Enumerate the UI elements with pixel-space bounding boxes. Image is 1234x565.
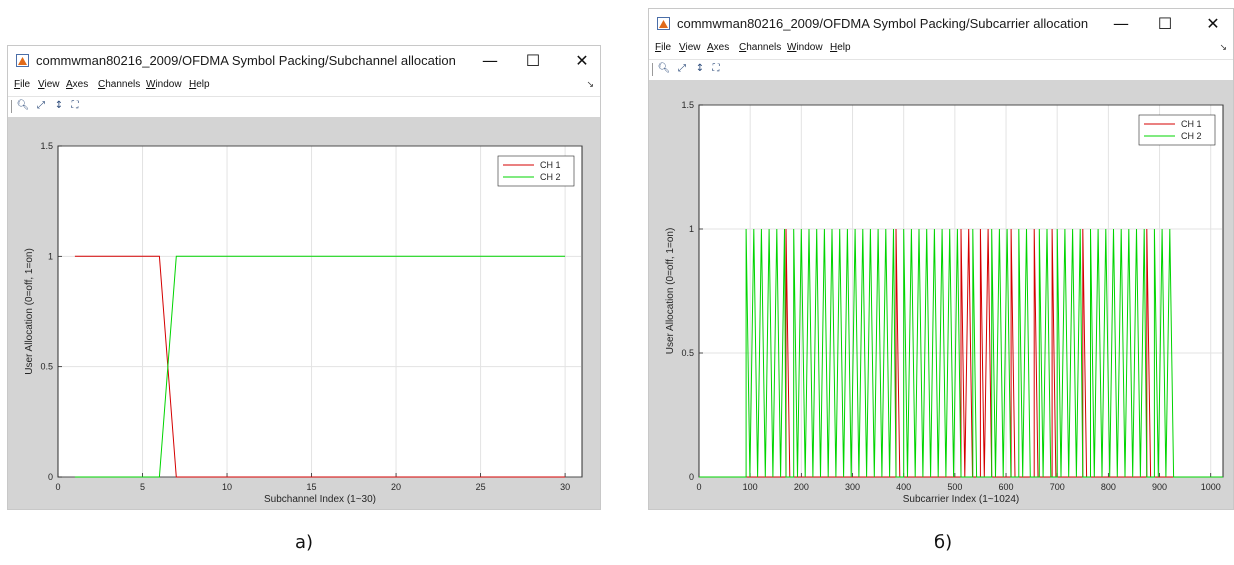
pan-icon[interactable]: ↕: [54, 100, 64, 111]
y-tick-label: 0.5: [681, 348, 694, 358]
menu-axes[interactable]: Axes: [707, 42, 730, 53]
toolbar: 🔍︎ ⤢ ↕ ⛶: [8, 96, 600, 118]
x-tick-label: 100: [743, 482, 758, 492]
x-tick-label: 0: [696, 482, 701, 492]
x-tick-label: 300: [845, 482, 860, 492]
menu-help[interactable]: Help: [830, 42, 851, 53]
menu-bar: File View Axes Channels Window Help ↘: [649, 39, 1233, 59]
y-tick-label: 1: [48, 251, 53, 261]
x-tick-label: 600: [999, 482, 1014, 492]
plot-a[interactable]: 0 5 10 15 20 25 30 0 0.5 1 1.5 Subchannel Index (1~…: [8, 117, 600, 509]
maximize-button[interactable]: ☐: [525, 51, 541, 70]
toolbar-grip: [11, 100, 12, 113]
close-button[interactable]: ✕: [1206, 14, 1220, 33]
legend-label-2: CH 2: [540, 172, 561, 182]
dock-arrow-icon[interactable]: ↘: [1219, 42, 1227, 52]
window-title: commwman80216_2009/OFDMA Symbol Packing/…: [677, 16, 1089, 31]
window-title: commwman80216_2009/OFDMA Symbol Packing/…: [36, 53, 456, 68]
x-axis-label: Subcarrier Index (1~1024): [903, 494, 1019, 505]
menu-window[interactable]: Window: [146, 79, 182, 90]
minimize-button[interactable]: —: [482, 51, 498, 70]
title-bar: commwman80216_2009/OFDMA Symbol Packing/…: [649, 9, 1233, 39]
menu-view[interactable]: View: [38, 79, 60, 90]
x-tick-label: 25: [476, 482, 486, 492]
dock-arrow-icon[interactable]: ↘: [586, 79, 594, 89]
figure-area: 0 100 200 300 400 500 600 700 800 900 1000 0 0.5 1 1.5…: [649, 80, 1233, 509]
maximize-button[interactable]: ☐: [1157, 14, 1173, 33]
close-button[interactable]: ✕: [575, 51, 589, 70]
figure-window-a: commwman80216_2009/OFDMA Symbol Packing/…: [7, 45, 601, 510]
y-tick-label: 1: [689, 224, 694, 234]
x-tick-label: 900: [1152, 482, 1167, 492]
menu-bar: File View Axes Channels Window Help ↘: [8, 76, 600, 96]
x-tick-label: 800: [1101, 482, 1116, 492]
toolbar-grip: [652, 63, 653, 76]
y-tick-label: 0.5: [40, 362, 53, 372]
legend-box: [497, 155, 575, 187]
x-tick-label: 700: [1050, 482, 1065, 492]
series-line-1: [74, 255, 566, 478]
zoom-out-icon[interactable]: ⤢: [678, 63, 686, 74]
x-tick-label: 1000: [1201, 482, 1221, 492]
x-axis-label: Subchannel Index (1~30): [264, 494, 376, 505]
menu-help[interactable]: Help: [189, 79, 210, 90]
legend-label-1: CH 1: [540, 160, 561, 170]
menu-view[interactable]: View: [679, 42, 701, 53]
toolbar: 🔍︎ ⤢ ↕ ⛶: [649, 59, 1233, 81]
matlab-icon: [16, 54, 29, 67]
x-tick-label: 10: [222, 482, 232, 492]
x-tick-label: 400: [896, 482, 911, 492]
plot-b[interactable]: 0 100 200 300 400 500 600 700 800 900 1000 0 0.5 1 1.5…: [649, 80, 1233, 509]
x-tick-label: 20: [391, 482, 401, 492]
y-axis-label: User Allocation (0=off, 1=on): [665, 228, 676, 355]
legend-label-2: CH 2: [1181, 131, 1202, 141]
x-tick-label: 15: [307, 482, 317, 492]
y-tick-label: 0: [689, 472, 694, 482]
figure-window-b: commwman80216_2009/OFDMA Symbol Packing/…: [648, 8, 1234, 510]
zoom-out-icon[interactable]: ⤢: [37, 100, 45, 111]
menu-axes[interactable]: Axes: [66, 79, 89, 90]
y-tick-label: 1.5: [40, 141, 53, 151]
legend-label-1: CH 1: [1181, 119, 1202, 129]
fit-icon[interactable]: ⛶: [71, 100, 79, 111]
x-tick-label: 500: [947, 482, 962, 492]
menu-channels[interactable]: Channels: [98, 79, 141, 90]
y-tick-label: 0: [48, 472, 53, 482]
series-line-2: [74, 255, 566, 478]
menu-file[interactable]: File: [655, 42, 672, 53]
caption-a: а): [295, 532, 314, 553]
series-line-2: [699, 228, 1223, 478]
x-tick-label: 30: [560, 482, 570, 492]
fit-icon[interactable]: ⛶: [712, 63, 720, 74]
minimize-button[interactable]: —: [1113, 14, 1129, 33]
y-axis-label: User Allocation (0=off, 1=on): [24, 248, 35, 375]
caption-b: б): [934, 532, 953, 553]
x-tick-label: 0: [55, 482, 60, 492]
y-tick-label: 1.5: [681, 100, 694, 110]
x-tick-label: 200: [794, 482, 809, 492]
legend-box: [1138, 114, 1216, 146]
zoom-in-icon[interactable]: 🔍︎: [657, 63, 671, 74]
pan-icon[interactable]: ↕: [695, 63, 705, 74]
menu-window[interactable]: Window: [787, 42, 823, 53]
plot-area: [57, 145, 583, 478]
figure-area: 0 5 10 15 20 25 30 0 0.5 1 1.5 Subchannel Index (1~…: [8, 117, 600, 509]
menu-channels[interactable]: Channels: [739, 42, 782, 53]
matlab-icon: [657, 17, 670, 30]
title-bar: commwman80216_2009/OFDMA Symbol Packing/…: [8, 46, 600, 76]
menu-file[interactable]: File: [14, 79, 31, 90]
zoom-in-icon[interactable]: 🔍︎: [16, 100, 30, 111]
x-tick-label: 5: [140, 482, 145, 492]
